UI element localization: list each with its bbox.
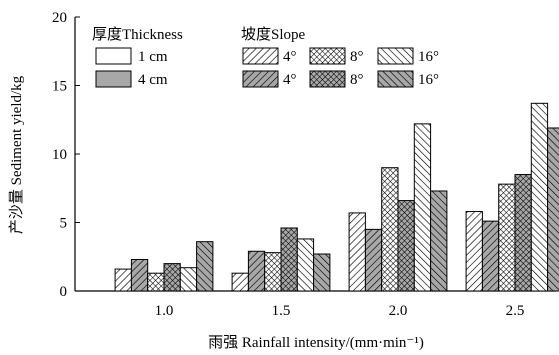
legend-slope-title: 坡度Slope bbox=[241, 26, 306, 43]
bar bbox=[247, 250, 266, 292]
legend-swatch-8deg-1cm bbox=[309, 47, 346, 65]
y-tick-label: 10 bbox=[52, 147, 67, 163]
bar bbox=[130, 258, 149, 292]
x-tick-label: 1.0 bbox=[155, 303, 174, 319]
legend-swatch-16deg-1cm bbox=[377, 47, 414, 65]
y-tick-label: 5 bbox=[60, 216, 68, 232]
legend-label-1cm: 1 cm bbox=[138, 49, 168, 65]
bar bbox=[481, 220, 500, 292]
bar bbox=[381, 167, 399, 292]
legend-swatch-16deg-4cm bbox=[377, 70, 414, 88]
legend-swatch-4deg-1cm bbox=[242, 47, 279, 65]
legend-label-4cm: 4 cm bbox=[138, 72, 168, 88]
y-tick-label: 20 bbox=[52, 10, 67, 26]
y-axis-ticks: 0 5 10 15 20 bbox=[52, 10, 80, 300]
bar bbox=[498, 183, 516, 292]
x-axis-title: 雨强 Rainfall intensity/(mm·min⁻¹) bbox=[208, 335, 424, 351]
legend-swatch-8deg-4cm bbox=[309, 70, 346, 88]
bar bbox=[280, 227, 298, 292]
legend-swatch-4cm bbox=[95, 70, 132, 88]
bar bbox=[465, 211, 483, 292]
y-axis-title: 产沙量 Sediment yield/kg bbox=[8, 75, 25, 234]
bar bbox=[430, 190, 448, 292]
bar bbox=[147, 272, 165, 292]
x-tick-label: 2.0 bbox=[389, 303, 408, 319]
bar bbox=[348, 212, 366, 292]
legend-swatch-4deg-4cm bbox=[242, 70, 279, 88]
bar bbox=[530, 102, 549, 292]
legend-swatch-1cm bbox=[95, 47, 132, 65]
bar bbox=[196, 241, 214, 292]
legend-label-16deg-1cm: 16° bbox=[418, 49, 439, 65]
y-tick-label: 15 bbox=[52, 79, 67, 95]
bar bbox=[296, 238, 315, 292]
bar bbox=[231, 272, 249, 292]
legend-label-4deg-4cm: 4° bbox=[283, 72, 297, 88]
legend-thickness-title: 厚度Thickness bbox=[92, 26, 183, 43]
bar bbox=[313, 253, 331, 292]
bar bbox=[364, 228, 383, 292]
bar bbox=[114, 268, 132, 292]
legend-label-8deg-1cm: 8° bbox=[350, 49, 364, 65]
legend-label-16deg-4cm: 16° bbox=[418, 72, 439, 88]
bar bbox=[514, 174, 532, 292]
x-tick-label: 1.5 bbox=[272, 303, 291, 319]
legend: 厚度Thickness 坡度Slope 1 cm 4 cm 4° 8° 16° … bbox=[92, 26, 439, 88]
bar bbox=[397, 200, 415, 292]
bars bbox=[114, 102, 559, 292]
bar bbox=[547, 127, 559, 292]
bar bbox=[264, 252, 282, 292]
bar bbox=[179, 267, 198, 292]
x-tick-label: 2.5 bbox=[506, 303, 525, 319]
y-tick-label: 0 bbox=[60, 284, 68, 300]
legend-label-8deg-4cm: 8° bbox=[350, 72, 364, 88]
bar bbox=[413, 123, 432, 292]
bar bbox=[163, 263, 181, 292]
legend-label-4deg-1cm: 4° bbox=[283, 49, 297, 65]
